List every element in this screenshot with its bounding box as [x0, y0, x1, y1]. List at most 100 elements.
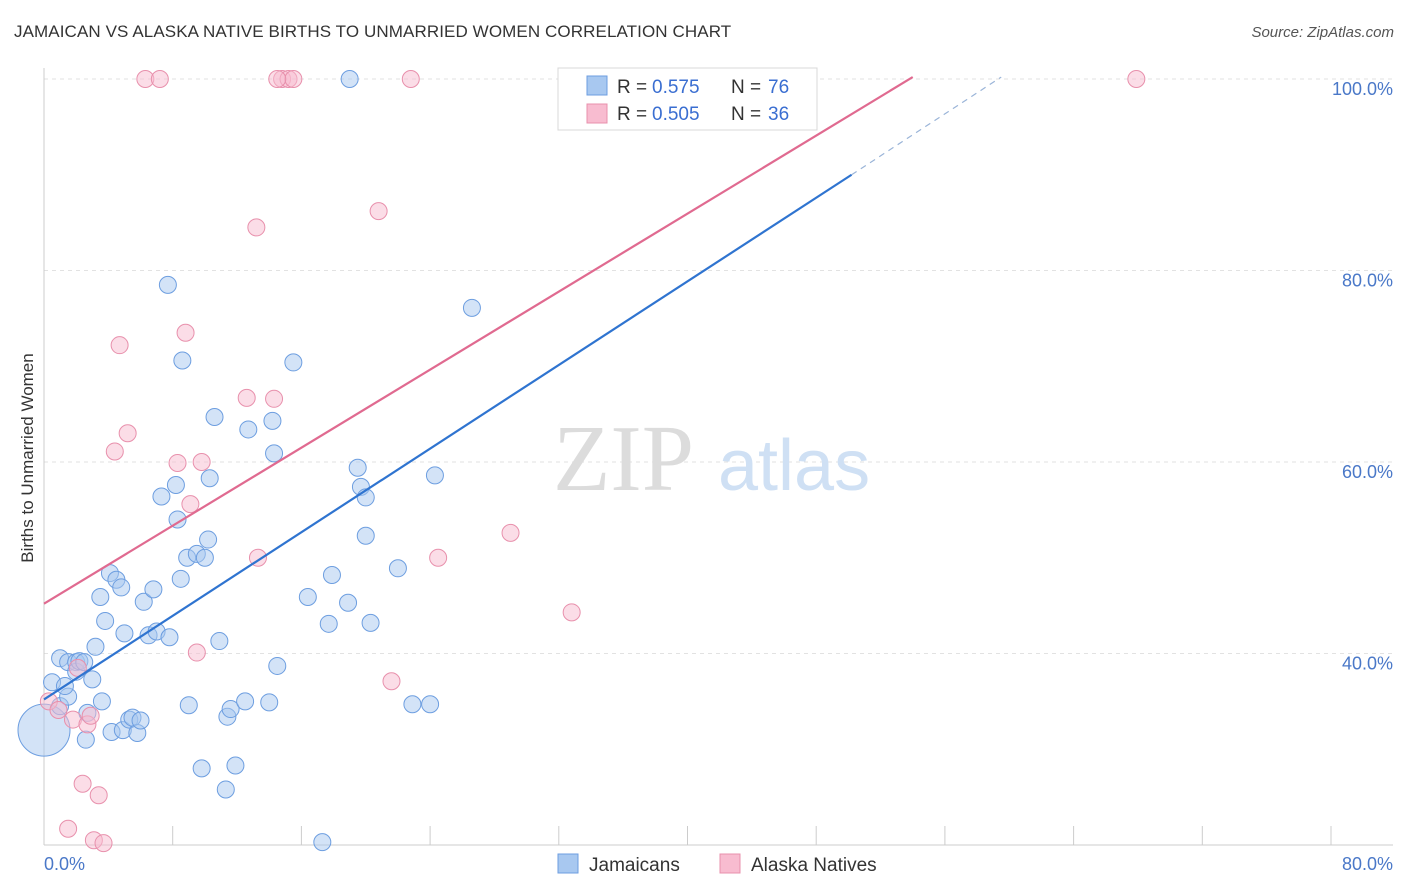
alaska-natives-point-29 — [382, 672, 401, 691]
jamaicans-point-64 — [348, 458, 367, 477]
jamaicans-point-68 — [361, 613, 380, 632]
alaska-natives-point-10 — [94, 834, 113, 853]
jamaicans-point-46 — [205, 407, 224, 426]
alaska-natives-point-33 — [562, 603, 581, 622]
alaska-natives-point-18 — [181, 495, 200, 514]
legend-n-label-0: N = — [731, 77, 761, 98]
legend-r-label-0: R = — [617, 77, 647, 98]
jamaicans-point-15 — [91, 588, 110, 607]
jamaicans-point-54 — [260, 693, 279, 712]
alaska-natives-point-7 — [81, 706, 100, 725]
y-tick-label-100: 100.0% — [1332, 79, 1393, 99]
jamaicans-point-38 — [173, 351, 192, 370]
alaska-natives-point-9 — [89, 786, 108, 805]
chart-source: Source: ZipAtlas.com — [1251, 24, 1394, 41]
jamaicans-point-43 — [195, 548, 214, 567]
jamaicans-point-58 — [284, 353, 303, 372]
jamaicans-point-74 — [340, 70, 359, 88]
y-axis-label: Births to Unmarried Women — [18, 353, 37, 562]
jamaicans-point-71 — [421, 695, 440, 714]
jamaicans-point-50 — [221, 700, 240, 719]
jamaicans-point-45 — [200, 469, 219, 488]
alaska-natives-point-31 — [429, 548, 448, 567]
alaska-natives-point-22 — [247, 218, 266, 237]
jamaicans-trend-line — [43, 173, 853, 701]
jamaicans-point-62 — [322, 565, 341, 584]
alaska-natives-point-2 — [59, 819, 78, 838]
alaska-natives-point-17 — [176, 323, 195, 342]
series-alaska-natives-points — [39, 70, 1146, 853]
alaska-natives-point-16 — [168, 453, 187, 472]
jamaicans-point-52 — [236, 692, 255, 711]
jamaicans-point-47 — [210, 632, 229, 651]
alaska-natives-point-11 — [105, 442, 124, 461]
legend-swatch-jamaicans — [586, 75, 608, 96]
bottom-legend-swatch-alaska-natives — [719, 853, 741, 874]
jamaicans-point-23 — [115, 624, 134, 643]
y-tick-label-40: 40.0% — [1342, 654, 1393, 674]
y-tick-label-80: 80.0% — [1342, 271, 1393, 291]
jamaicans-point-51 — [226, 756, 245, 775]
alaska-natives-trend-line — [43, 76, 914, 605]
jamaicans-point-37 — [171, 569, 190, 588]
jamaicans-point-13 — [83, 670, 102, 689]
trend-lines — [43, 76, 1002, 701]
chart-title: JAMAICAN VS ALASKA NATIVE BIRTHS TO UNMA… — [14, 22, 732, 41]
jamaicans-point-55 — [263, 411, 282, 430]
alaska-natives-point-21 — [237, 388, 256, 407]
y-tick-labels: 40.0% 60.0% 80.0% 100.0% — [1332, 79, 1393, 674]
jamaicans-point-67 — [356, 526, 375, 545]
legend-r-value-1: 0.505 — [652, 104, 700, 125]
stats-legend: R = 0.575 N = 76 R = 0.505 N = 36 — [557, 67, 818, 131]
watermark-zip: ZIP — [553, 407, 694, 511]
jamaicans-point-69 — [388, 559, 407, 578]
jamaicans-point-11 — [76, 730, 95, 749]
jamaicans-point-61 — [319, 614, 338, 633]
bottom-legend-jamaicans: Jamaicans — [589, 855, 680, 876]
legend-r-label-1: R = — [617, 104, 647, 125]
jamaicans-point-21 — [112, 578, 131, 597]
jamaicans-point-16 — [92, 692, 111, 711]
jamaicans-point-56 — [265, 444, 284, 463]
legend-n-value-0: 76 — [768, 77, 789, 98]
jamaicans-point-48 — [216, 780, 235, 799]
series-legend: Jamaicans Alaska Natives — [557, 853, 877, 876]
alaska-natives-point-28 — [369, 202, 388, 221]
jamaicans-point-27 — [131, 711, 150, 730]
alaska-natives-point-13 — [118, 424, 137, 443]
jamaicans-point-59 — [298, 588, 317, 607]
jamaicans-point-60 — [313, 833, 332, 852]
jamaicans-point-30 — [144, 580, 163, 599]
alaska-natives-point-1 — [49, 700, 68, 719]
jamaicans-point-63 — [339, 593, 358, 612]
series-jamaicans-points — [17, 70, 785, 852]
alaska-natives-point-35 — [268, 70, 287, 88]
jamaicans-point-28 — [134, 592, 153, 611]
alaska-natives-point-5 — [73, 774, 92, 793]
alaska-natives-point-12 — [110, 336, 129, 355]
jamaicans-point-40 — [179, 696, 198, 715]
jamaicans-point-42 — [192, 759, 211, 778]
jamaicans-point-33 — [158, 275, 177, 294]
alaska-natives-point-32 — [501, 523, 520, 542]
alaska-natives-point-30 — [401, 70, 420, 88]
jamaicans-point-35 — [166, 475, 185, 494]
jamaicans-point-72 — [425, 466, 444, 485]
jamaicans-point-57 — [268, 656, 287, 675]
legend-n-label-1: N = — [731, 104, 761, 125]
alaska-natives-point-34 — [1127, 70, 1146, 88]
jamaicans-point-36 — [168, 510, 187, 529]
x-tick-label-max: 80.0% — [1342, 854, 1393, 874]
alaska-natives-point-20 — [192, 453, 211, 471]
alaska-natives-point-15 — [150, 70, 169, 88]
jamaicans-point-34 — [160, 628, 179, 647]
alaska-natives-point-19 — [187, 643, 206, 662]
legend-n-value-1: 36 — [768, 104, 789, 125]
y-tick-label-60: 60.0% — [1342, 462, 1393, 482]
bottom-legend-alaska-natives: Alaska Natives — [751, 855, 877, 876]
legend-r-value-0: 0.575 — [652, 77, 700, 98]
jamaicans-point-14 — [86, 637, 105, 656]
alaska-natives-point-24 — [265, 389, 284, 408]
jamaicans-point-32 — [152, 487, 171, 506]
